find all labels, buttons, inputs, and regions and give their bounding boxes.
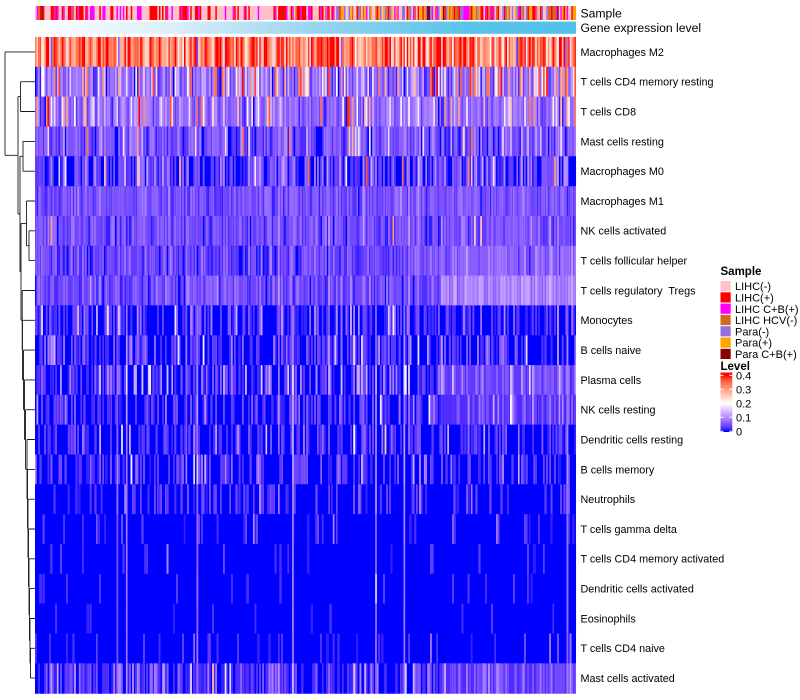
svg-text:T cells gamma delta: T cells gamma delta xyxy=(581,524,677,536)
svg-text:LIHC HCV(-): LIHC HCV(-) xyxy=(735,315,797,327)
svg-text:0.3: 0.3 xyxy=(736,384,751,396)
svg-text:T cells follicular helper: T cells follicular helper xyxy=(581,256,688,268)
svg-text:0: 0 xyxy=(736,426,742,438)
svg-text:B cells memory: B cells memory xyxy=(581,464,655,476)
svg-text:LIHC(+): LIHC(+) xyxy=(735,293,774,305)
svg-text:Dendritic cells activated: Dendritic cells activated xyxy=(581,584,694,596)
svg-text:Monocytes: Monocytes xyxy=(581,315,634,327)
svg-text:Para C+B(+): Para C+B(+) xyxy=(735,349,797,361)
svg-text:T cells CD4 naive: T cells CD4 naive xyxy=(581,643,665,655)
svg-text:Sample: Sample xyxy=(581,6,623,20)
svg-text:0.4: 0.4 xyxy=(736,370,751,382)
svg-text:Eosinophils: Eosinophils xyxy=(581,613,637,625)
svg-text:LIHC C+B(+): LIHC C+B(+) xyxy=(735,304,799,316)
svg-text:Neutrophils: Neutrophils xyxy=(581,494,636,506)
svg-text:T cells CD8: T cells CD8 xyxy=(581,106,637,118)
svg-text:Mast cells activated: Mast cells activated xyxy=(581,673,675,685)
svg-text:B cells naive: B cells naive xyxy=(581,345,642,357)
svg-text:T cells CD4 memory activated: T cells CD4 memory activated xyxy=(581,554,725,566)
svg-text:Plasma cells: Plasma cells xyxy=(581,375,642,387)
svg-text:Dendritic cells resting: Dendritic cells resting xyxy=(581,434,684,446)
svg-text:T cells CD4 memory resting: T cells CD4 memory resting xyxy=(581,77,714,89)
svg-text:T cells regulatory Tregs: T cells regulatory Tregs xyxy=(581,285,697,297)
svg-text:Para(+): Para(+) xyxy=(735,338,772,350)
svg-text:Gene expression level: Gene expression level xyxy=(581,21,702,35)
svg-text:NK cells activated: NK cells activated xyxy=(581,226,667,238)
svg-text:0.1: 0.1 xyxy=(736,412,751,424)
svg-text:Mast cells resting: Mast cells resting xyxy=(581,136,664,148)
svg-text:0.2: 0.2 xyxy=(736,398,751,410)
svg-text:Para(-): Para(-) xyxy=(735,326,769,338)
svg-text:Level: Level xyxy=(721,361,750,373)
svg-text:Macrophages M2: Macrophages M2 xyxy=(581,47,664,59)
svg-text:LIHC(-): LIHC(-) xyxy=(735,281,771,293)
svg-text:Macrophages M1: Macrophages M1 xyxy=(581,196,664,208)
svg-text:Macrophages M0: Macrophages M0 xyxy=(581,166,664,178)
svg-text:Sample: Sample xyxy=(721,266,762,278)
svg-text:NK cells resting: NK cells resting xyxy=(581,405,656,417)
